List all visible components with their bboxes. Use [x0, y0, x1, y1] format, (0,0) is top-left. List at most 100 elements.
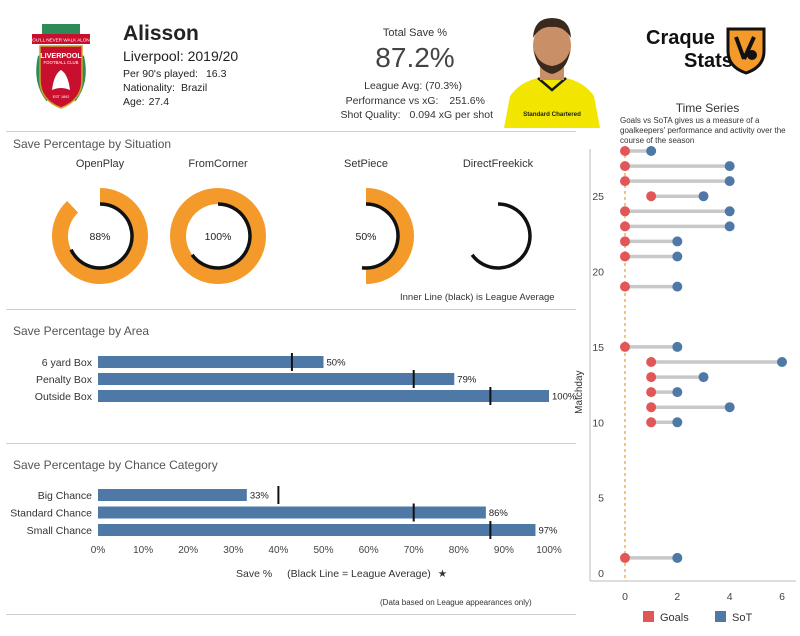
total-save-title: Total Save % [382, 27, 448, 39]
goals-point [646, 191, 657, 202]
goals-point [620, 176, 630, 187]
sot-point [672, 251, 683, 262]
bar-category-label: Outside Box [35, 391, 93, 403]
footnote: (Data based on League appearances only) [380, 598, 532, 607]
x-tick-label: 2 [674, 591, 680, 603]
player-photo: Standard Chartered [504, 18, 600, 128]
donut-category-label: FromCorner [188, 158, 248, 170]
performance-value: 251.6% [449, 95, 485, 107]
y-tick-label: 0 [598, 568, 604, 580]
legend-label: SoT [732, 612, 752, 624]
bar-category-label: Small Chance [27, 525, 93, 537]
donut-value-label: 100% [205, 231, 232, 243]
x-tick-label: 60% [359, 545, 379, 556]
bar-category-label: Standard Chance [10, 508, 92, 520]
svg-text:LIVERPOOL: LIVERPOOL [40, 51, 82, 60]
x-tick-label: 4 [727, 591, 733, 603]
area-section-title: Save Percentage by Area [13, 324, 150, 338]
legend-swatch [715, 611, 726, 622]
bar-category-label: Penalty Box [36, 374, 93, 386]
chance-bar-chart: Big Chance 33% Standard Chance 86% Small Cha… [10, 486, 562, 556]
svg-text:YOU'LL NEVER WALK ALONE: YOU'LL NEVER WALK ALONE [29, 38, 93, 43]
donut-category-label: DirectFreekick [463, 158, 534, 170]
goals-point [620, 341, 630, 352]
donut-value-label: 50% [355, 231, 376, 243]
area-bar-chart: 6 yard Box 50% Penalty Box 79% Outside Box 10… [35, 353, 577, 405]
y-axis-title: Matchday [574, 370, 585, 413]
bar-value-label: 33% [250, 491, 270, 502]
performance-label: Performance vs xG: [345, 95, 439, 107]
player-name: Alisson [123, 22, 199, 45]
donut-save-arc [170, 188, 266, 284]
league-average-note: Inner Line (black) is League Average [400, 292, 555, 303]
shot-quality-value: 0.094 xG per shot [409, 109, 493, 121]
sot-point [724, 206, 735, 217]
x-axis-label: Save % [236, 568, 273, 580]
sot-point [672, 387, 683, 398]
sot-point [698, 372, 709, 383]
donut-value-label: 88% [89, 231, 110, 243]
per90-value: 16.3 [205, 68, 227, 80]
craque-stats-logo [726, 27, 766, 75]
goals-point [620, 221, 630, 232]
divider [6, 309, 576, 310]
nationality-value: Brazil [180, 82, 208, 94]
y-tick-label: 10 [592, 417, 604, 429]
donut-save-arc [365, 188, 414, 284]
shot-quality-row: Shot Quality: 0.094 xG per shot [325, 109, 493, 121]
y-tick-label: 25 [592, 191, 604, 203]
x-tick-label: 30% [223, 545, 243, 556]
bar [98, 524, 536, 536]
x-tick-label: 100% [536, 545, 562, 556]
bar [98, 489, 247, 501]
x-tick-label: 10% [133, 545, 153, 556]
sot-point [672, 281, 683, 292]
sot-point [724, 221, 735, 232]
x-tick-label: 80% [449, 545, 469, 556]
x-tick-label: 40% [268, 545, 288, 556]
sot-point [698, 191, 709, 202]
donut-league-average-arc [470, 202, 532, 270]
x-tick-label: 0% [91, 545, 106, 556]
sot-point [672, 417, 683, 428]
goals-point [646, 402, 657, 413]
divider [6, 443, 576, 444]
time-series-dumbbell-chart: Matchday 0 5 10 15 20 25 0 2 4 6 Goals SoT [574, 146, 796, 624]
sot-point [724, 402, 735, 413]
donut-league-average-arc [361, 202, 400, 270]
x-tick-label: 6 [779, 591, 785, 603]
goals-point [620, 146, 630, 156]
divider [6, 131, 576, 132]
goals-point [620, 281, 630, 292]
nationality-label: Nationality: [123, 82, 175, 94]
sot-point [777, 357, 787, 367]
nationality-row: Nationality: Brazil [123, 82, 207, 94]
legend-swatch [643, 611, 654, 622]
bar-value-label: 50% [327, 358, 347, 369]
sot-point [672, 552, 683, 563]
bar [98, 356, 324, 368]
bar-value-label: 79% [457, 375, 477, 386]
per90-label: Per 90's played: [123, 68, 198, 80]
svg-text:FOOTBALL CLUB: FOOTBALL CLUB [44, 60, 79, 65]
brand-name-line1: Craque [646, 27, 715, 49]
age-row: Age: 27.4 [123, 96, 169, 108]
player-team-season: Liverpool: 2019/20 [123, 48, 239, 64]
bar-value-label: 100% [552, 392, 577, 403]
total-save-value: 87.2% [375, 42, 455, 73]
y-tick-label: 15 [592, 342, 604, 354]
donut-save-arc [52, 188, 148, 284]
sot-point [724, 176, 735, 187]
pin-icon[interactable]: ★ [437, 568, 448, 580]
bar-value-label: 97% [538, 526, 558, 537]
shot-quality-label: Shot Quality: [340, 109, 401, 121]
time-series-description: Goals vs SoTA gives us a measure of a go… [620, 116, 786, 145]
donut-category-label: SetPiece [344, 158, 388, 170]
svg-text:Standard Chartered: Standard Chartered [523, 111, 581, 118]
donut-league-average-arc [69, 202, 134, 270]
x-tick-label: 0 [622, 591, 628, 603]
donut-league-average-arc [190, 202, 252, 270]
x-tick-label: 90% [494, 545, 514, 556]
league-avg-text: League Avg: (70.3%) [364, 80, 462, 92]
sot-point [672, 341, 683, 352]
